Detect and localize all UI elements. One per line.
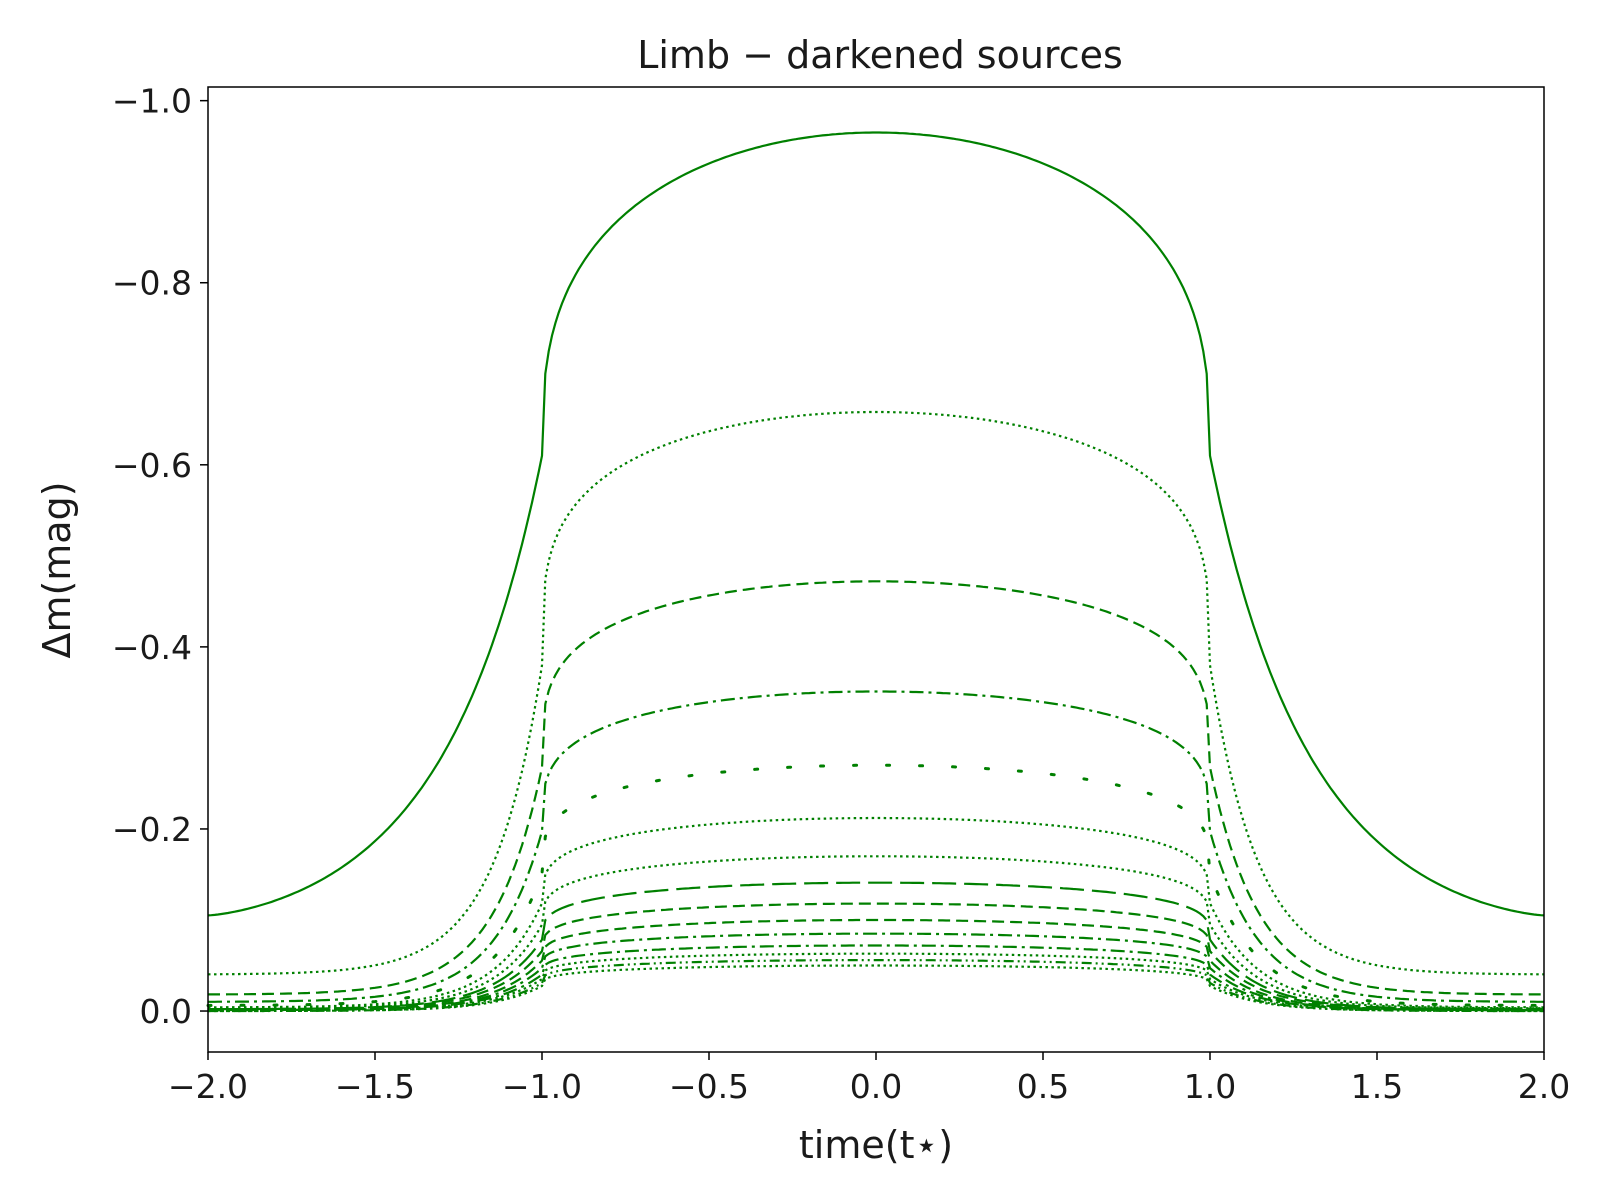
series-line-1 xyxy=(207,131,1545,917)
x-tick-label: 0.0 xyxy=(850,1067,902,1106)
y-tick-label: −0.2 xyxy=(112,810,192,849)
x-tick-label: 1.0 xyxy=(1184,1067,1236,1106)
x-tick-label: −0.5 xyxy=(669,1067,749,1106)
y-tick-label: −0.6 xyxy=(112,446,192,485)
y-tick-label: −0.8 xyxy=(112,264,192,303)
y-tick-label: −0.4 xyxy=(112,628,192,667)
y-tick-label: 0.0 xyxy=(140,992,192,1031)
series-line-4 xyxy=(208,690,1544,1003)
series-line-2 xyxy=(208,410,1544,976)
x-axis: −2.0 −1.5 −1.0 −0.5 0.0 0.5 1.0 1.5 2.0 xyxy=(168,1052,1570,1106)
series-line-6 xyxy=(208,816,1544,1009)
y-axis: 0.0 −0.2 −0.4 −0.6 −0.8 −1.0 xyxy=(112,82,208,1031)
series-line-3 xyxy=(208,580,1544,996)
x-tick-label: −2.0 xyxy=(168,1067,248,1106)
series-line-9 xyxy=(208,902,1544,1011)
y-axis-label: Δm(mag) xyxy=(35,481,79,658)
x-tick-label: −1.5 xyxy=(335,1067,415,1106)
chart-title: Limb − darkened sources xyxy=(637,33,1123,77)
x-tick-label: 1.5 xyxy=(1351,1067,1403,1106)
series-line-13 xyxy=(208,952,1544,1012)
y-tick-label: −1.0 xyxy=(112,82,192,121)
series-line-15 xyxy=(208,964,1544,1013)
x-axis-label: time(t⋆) xyxy=(799,1123,953,1167)
x-tick-label: −1.0 xyxy=(502,1067,582,1106)
x-tick-label: 2.0 xyxy=(1518,1067,1570,1106)
series-layer xyxy=(206,131,1546,1013)
series-line-7 xyxy=(208,855,1544,1010)
x-tick-label: 0.5 xyxy=(1017,1067,1069,1106)
